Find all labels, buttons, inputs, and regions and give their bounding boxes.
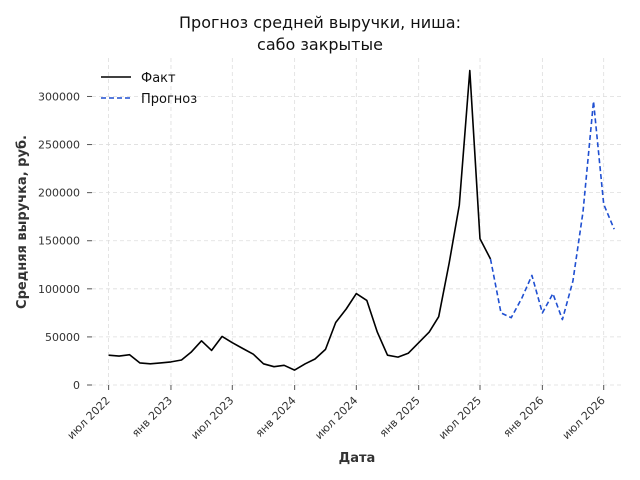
- series-line-fact: [108, 69, 492, 371]
- x-axis-label: Дата: [339, 451, 376, 466]
- legend-label: Прогноз: [141, 92, 197, 107]
- legend: Факт Прогноз: [101, 71, 197, 107]
- y-tick-label: 200000: [38, 187, 80, 200]
- y-tick-label: 300000: [38, 90, 80, 103]
- x-tick-label: июл 2023: [188, 394, 236, 442]
- y-tick-label: 100000: [38, 283, 80, 296]
- y-axis-label: Средняя выручка, руб.: [15, 135, 30, 309]
- legend-label: Факт: [141, 71, 176, 86]
- y-tick-label: 250000: [38, 139, 80, 152]
- chart-title-line-2: сабо закрытые: [257, 35, 383, 54]
- y-tick-label: 50000: [45, 331, 80, 344]
- x-tick-label: июл 2025: [436, 394, 484, 442]
- x-tick-label: июл 2026: [560, 394, 608, 442]
- x-tick-label: янв 2026: [501, 394, 547, 440]
- y-axis-ticks: 0 50000 100000 150000 200000 250000 300000: [38, 90, 92, 392]
- x-tick-label: янв 2023: [129, 394, 175, 440]
- x-tick-label: июл 2024: [312, 394, 360, 442]
- x-tick-label: янв 2025: [377, 394, 423, 440]
- x-axis-ticks: июл 2022 янв 2023 июл 2023 янв 2024 июл 2024…: [65, 385, 608, 442]
- series-line-forecast: [489, 100, 615, 321]
- y-tick-label: 0: [73, 379, 80, 392]
- chart-title-line-1: Прогноз средней выручки, ниша:: [179, 13, 461, 32]
- x-tick-label: июл 2022: [65, 394, 113, 442]
- series-lines: [108, 69, 615, 371]
- grid: [92, 58, 622, 386]
- y-tick-label: 150000: [38, 235, 80, 248]
- x-tick-label: янв 2024: [253, 394, 299, 440]
